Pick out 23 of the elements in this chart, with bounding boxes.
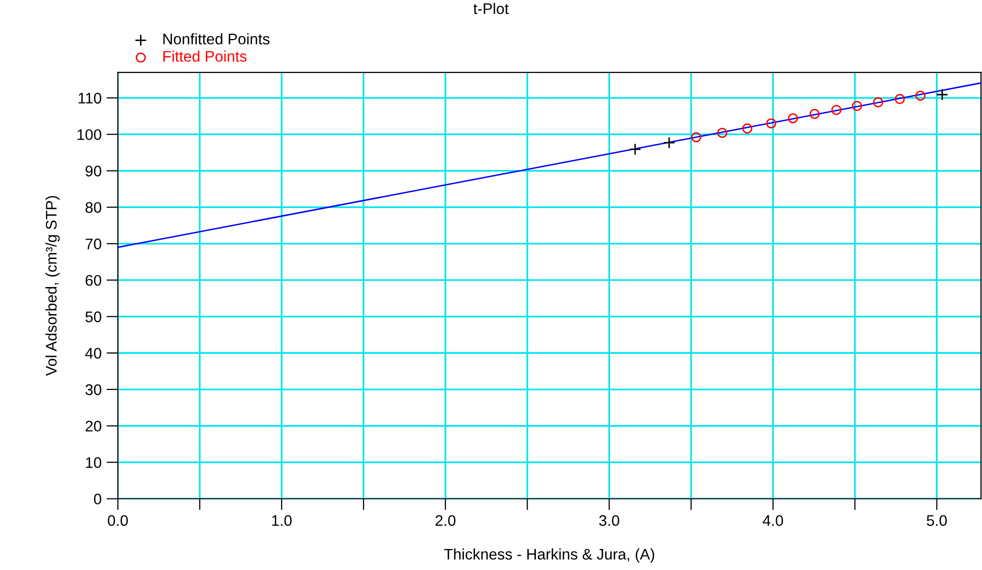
y-axis-title: Vol Adsorbed, (cm³/g STP)	[45, 196, 60, 376]
x-tick-label: 5.0	[926, 515, 947, 526]
y-tick-label: 60	[86, 274, 102, 286]
x-tick-label: 1.0	[272, 515, 292, 526]
y-tick-label: 110	[78, 92, 102, 104]
y-tick-label: 90	[86, 166, 102, 176]
y-tick-label: 40	[85, 348, 102, 359]
y-tick-label: 0	[94, 494, 102, 504]
x-tick-label: 2.0	[436, 515, 456, 526]
x-tick-label: 0.0	[108, 515, 128, 526]
chart-title: t-Plot	[473, 2, 509, 14]
x-axis-title: Thickness - Harkins & Jura, (A)	[444, 548, 654, 563]
y-tick-label: 30	[85, 384, 102, 396]
y-tick-label: 70	[86, 238, 102, 250]
y-tick-label: 10	[86, 457, 102, 468]
legend-label: Fitted Points	[163, 50, 247, 62]
x-tick-label: 3.0	[599, 515, 620, 526]
x-tick-label: 4.0	[762, 515, 784, 526]
y-tick-label: 80	[86, 202, 102, 213]
legend-label: Nonfitted Points	[163, 33, 270, 44]
y-tick-label: 50	[85, 311, 102, 322]
y-tick-label: 100	[78, 129, 102, 140]
y-tick-label: 20	[86, 420, 102, 432]
